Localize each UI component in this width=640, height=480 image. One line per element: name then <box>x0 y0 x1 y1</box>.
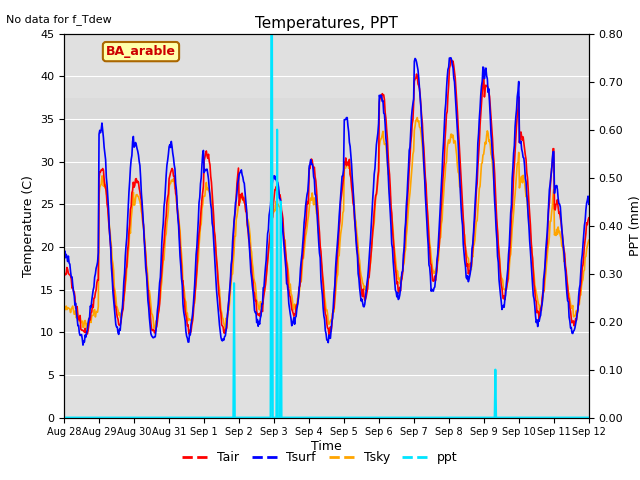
Tsky <box>413 115 421 120</box>
Line: Tsky: Tsky <box>64 118 589 329</box>
Tsky <box>391 247 399 253</box>
ppt <box>177 415 184 420</box>
X-axis label: Time: Time <box>311 440 342 453</box>
Tsky <box>205 187 212 193</box>
Tair <box>124 249 131 255</box>
Line: Tair: Tair <box>64 59 589 335</box>
Tair <box>205 151 212 157</box>
ppt <box>406 415 414 420</box>
Tair <box>60 274 68 280</box>
Tair <box>447 56 454 61</box>
Legend: Tair, Tsurf, Tsky, ppt: Tair, Tsurf, Tsky, ppt <box>177 446 463 469</box>
ppt <box>124 415 131 420</box>
Title: Temperatures, PPT: Temperatures, PPT <box>255 16 398 31</box>
Tair <box>325 332 333 338</box>
ppt <box>70 415 77 420</box>
Tair <box>391 258 399 264</box>
Tsurf <box>60 257 68 263</box>
Tsurf <box>79 342 87 348</box>
ppt <box>60 415 68 420</box>
Tsurf <box>124 203 132 208</box>
Text: No data for f_Tdew: No data for f_Tdew <box>6 14 112 25</box>
Tair <box>406 155 414 160</box>
Tair <box>585 215 593 221</box>
Tsurf <box>70 288 77 294</box>
Y-axis label: PPT (mm): PPT (mm) <box>629 195 640 256</box>
Bar <box>64 97 589 375</box>
Tsky <box>124 259 131 265</box>
Tsky <box>70 308 77 313</box>
Tsky <box>406 190 414 196</box>
ppt <box>205 415 212 420</box>
Line: ppt: ppt <box>64 34 589 418</box>
Tsurf <box>178 276 186 281</box>
ppt <box>268 31 275 36</box>
ppt <box>391 415 399 420</box>
Tair <box>177 253 184 259</box>
Tsurf <box>447 55 454 60</box>
Text: BA_arable: BA_arable <box>106 45 176 58</box>
Tsky <box>60 305 68 311</box>
Tsky <box>221 326 229 332</box>
Tsurf <box>391 278 399 284</box>
Tsurf <box>205 185 213 191</box>
Tsky <box>177 242 184 248</box>
Tsurf <box>406 144 414 150</box>
Tsurf <box>585 202 593 207</box>
Y-axis label: Temperature (C): Temperature (C) <box>22 175 35 276</box>
Tsky <box>585 238 593 243</box>
Tair <box>70 288 77 294</box>
Line: Tsurf: Tsurf <box>64 58 589 345</box>
ppt <box>585 415 593 420</box>
